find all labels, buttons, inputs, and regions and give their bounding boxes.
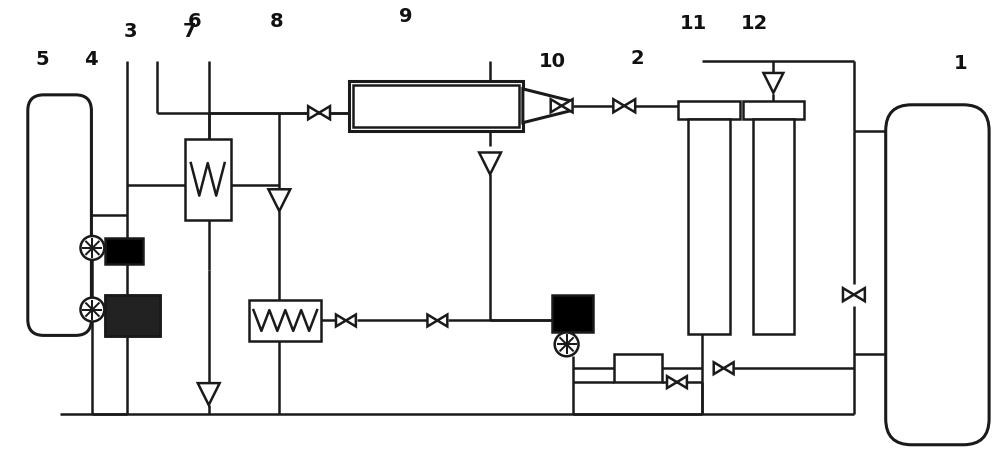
Polygon shape (667, 376, 677, 388)
Bar (753, 119, 794, 334)
Polygon shape (336, 315, 346, 326)
Text: 10: 10 (539, 51, 566, 71)
Text: 9: 9 (399, 7, 412, 26)
FancyBboxPatch shape (886, 105, 989, 445)
Bar (353, 85, 519, 127)
Polygon shape (562, 99, 573, 112)
Bar (185, 138, 231, 220)
Circle shape (80, 236, 104, 260)
Polygon shape (198, 383, 220, 405)
Polygon shape (763, 73, 783, 93)
Bar (105, 295, 160, 336)
Bar (552, 295, 593, 333)
Polygon shape (437, 315, 447, 326)
Bar (614, 354, 662, 382)
Polygon shape (308, 106, 319, 119)
Circle shape (555, 333, 579, 356)
Text: 8: 8 (270, 12, 283, 31)
Bar (349, 81, 523, 130)
Bar (678, 101, 740, 119)
Polygon shape (427, 315, 437, 326)
Text: 6: 6 (188, 12, 202, 31)
Polygon shape (523, 89, 571, 122)
Polygon shape (714, 362, 724, 374)
Text: 2: 2 (630, 49, 644, 67)
Text: 1: 1 (953, 54, 967, 73)
Polygon shape (551, 99, 562, 112)
Polygon shape (479, 153, 501, 174)
Polygon shape (346, 315, 356, 326)
Text: 3: 3 (123, 22, 137, 41)
Polygon shape (319, 106, 330, 119)
Text: 12: 12 (741, 14, 768, 33)
Text: 4: 4 (84, 49, 97, 69)
Polygon shape (724, 362, 734, 374)
Polygon shape (613, 99, 624, 112)
Bar (743, 101, 804, 119)
Bar (105, 238, 143, 264)
FancyBboxPatch shape (28, 95, 91, 335)
Bar (688, 119, 730, 334)
Text: 5: 5 (36, 49, 50, 69)
Polygon shape (854, 288, 865, 301)
Bar (249, 300, 321, 341)
Bar (105, 295, 160, 336)
Text: 7: 7 (183, 22, 197, 41)
Polygon shape (677, 376, 687, 388)
Circle shape (80, 298, 104, 322)
Text: 11: 11 (680, 14, 707, 33)
Polygon shape (268, 189, 290, 211)
Polygon shape (843, 288, 854, 301)
Polygon shape (624, 99, 635, 112)
